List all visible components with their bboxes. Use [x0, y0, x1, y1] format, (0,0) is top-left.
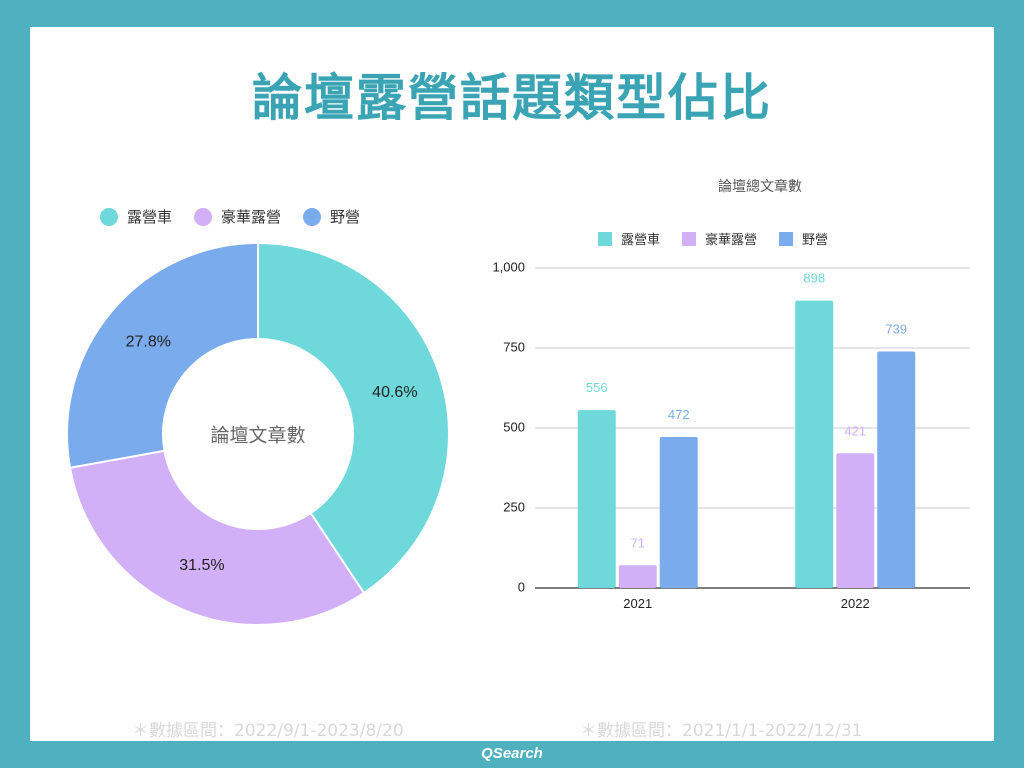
content-panel — [30, 27, 994, 741]
donut-footnote: ＊數據區間：2022/9/1-2023/8/20 — [132, 721, 404, 741]
legend-label: 露營車 — [621, 233, 661, 248]
legend-label: 露營車 — [127, 208, 173, 226]
legend-swatch-camper-car — [598, 231, 612, 246]
bar-2022-series-1 — [795, 300, 834, 588]
donut-legend-item-camper-car: 露營車 — [100, 206, 172, 227]
legend-label: 豪華露營 — [705, 233, 758, 248]
donut-slice-label-2: 31.5% — [179, 557, 224, 574]
legend-swatch-camper-car — [100, 207, 118, 226]
bar-value-label: 556 — [586, 380, 608, 395]
y-tick-label: 500 — [503, 419, 525, 434]
legend-swatch-wild-camping — [779, 231, 794, 246]
donut-slice-3 — [66, 241, 259, 469]
bar-footnote: ＊數據區間：2021/1/1-2022/12/31 — [580, 721, 863, 741]
bar-value-label: 472 — [668, 407, 690, 422]
bar-value-label: 421 — [844, 423, 866, 438]
y-tick-label: 1,000 — [492, 259, 525, 274]
bar-value-label: 898 — [803, 271, 825, 286]
y-tick-label: 750 — [503, 339, 525, 354]
legend-swatch-glamping — [194, 207, 213, 226]
legend-label: 野營 — [802, 233, 829, 248]
donut-slice-label-1: 40.6% — [372, 384, 417, 401]
bar-2022-series-3 — [877, 351, 916, 588]
legend-swatch-wild-camping — [303, 207, 322, 226]
bar-value-label: 739 — [885, 322, 907, 337]
bar-2021-series-3 — [659, 436, 698, 588]
x-category-label: 2021 — [623, 596, 652, 611]
bar-value-label: 71 — [631, 535, 645, 550]
bar-2022-series-2 — [836, 453, 875, 588]
y-tick-label: 250 — [503, 499, 525, 514]
bar-2021-series-2 — [618, 565, 657, 588]
donut-center-label: 論壇文章數 — [210, 425, 305, 447]
donut-slice-2 — [68, 449, 366, 626]
donut-slice-1 — [257, 241, 450, 595]
bar-legend-item-camper-car: 露營車 — [598, 229, 660, 248]
page-title: 論壇露營話題類型佔比 — [252, 69, 772, 127]
bar-legend-item-glamping: 豪華露營 — [682, 229, 757, 248]
bar-chart-title: 論壇總文章數 — [718, 179, 802, 195]
donut-legend-item-glamping: 豪華露營 — [194, 206, 281, 227]
legend-label: 野營 — [330, 208, 361, 226]
donut-legend-item-wild-camping: 野營 — [303, 206, 360, 227]
y-tick-label: 0 — [518, 579, 525, 594]
bar-legend-item-wild-camping: 野營 — [779, 229, 828, 248]
bar-2021-series-1 — [577, 410, 616, 588]
bar-legend: 露營車 豪華露營 野營 — [598, 229, 850, 248]
bar-chart: 0 250 500 750 1,000 556 71 472 898 421 739 2021 20… — [492, 259, 970, 611]
donut-chart: 40.6% 31.5% 27.8% 論壇文章數 — [66, 241, 450, 626]
legend-label: 豪華露營 — [221, 208, 282, 226]
donut-legend: 露營車 豪華露營 野營 — [100, 206, 382, 227]
brand-logo: QSearch — [481, 745, 543, 762]
x-category-label: 2022 — [841, 596, 870, 611]
legend-swatch-glamping — [682, 231, 697, 246]
donut-slice-label-3: 27.8% — [126, 333, 171, 350]
